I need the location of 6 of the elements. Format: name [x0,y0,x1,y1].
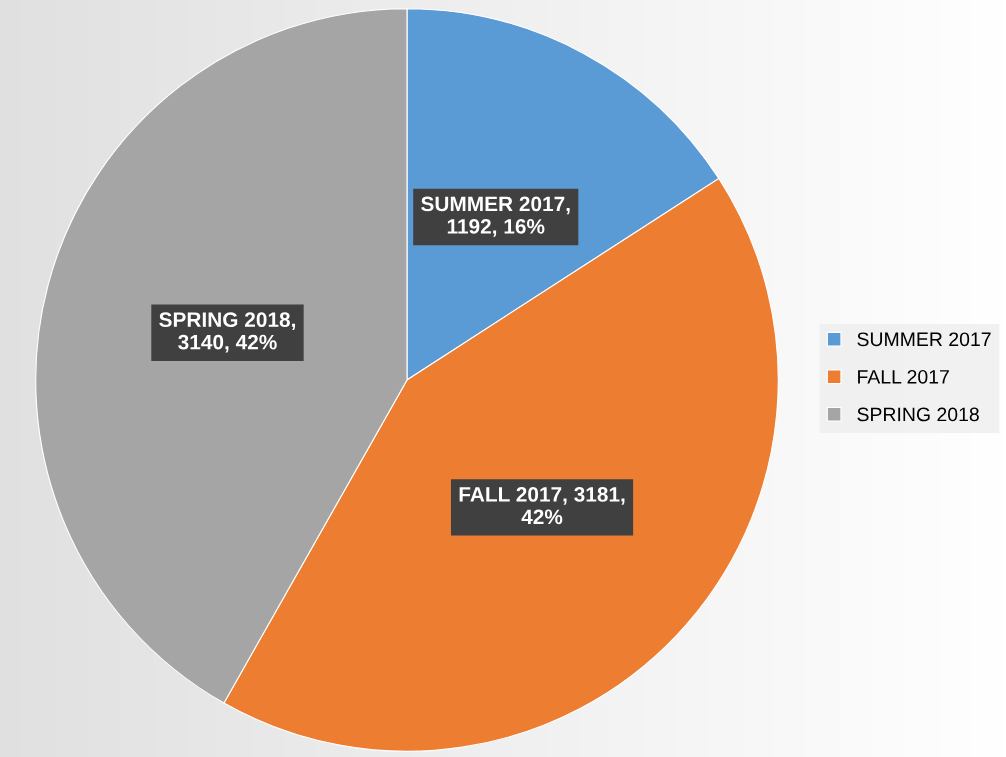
legend-label: FALL 2017 [858,369,949,384]
legend-label: SUMMER 2017 [857,332,991,347]
legend-label: SPRING 2018 [857,407,979,422]
data-label: SUMMER 2017, 1192, 16% [421,196,570,237]
data-label: FALL 2017, 3181, 42% [459,487,625,525]
data-label: SPRING 2018, 3140, 42% [159,312,295,353]
